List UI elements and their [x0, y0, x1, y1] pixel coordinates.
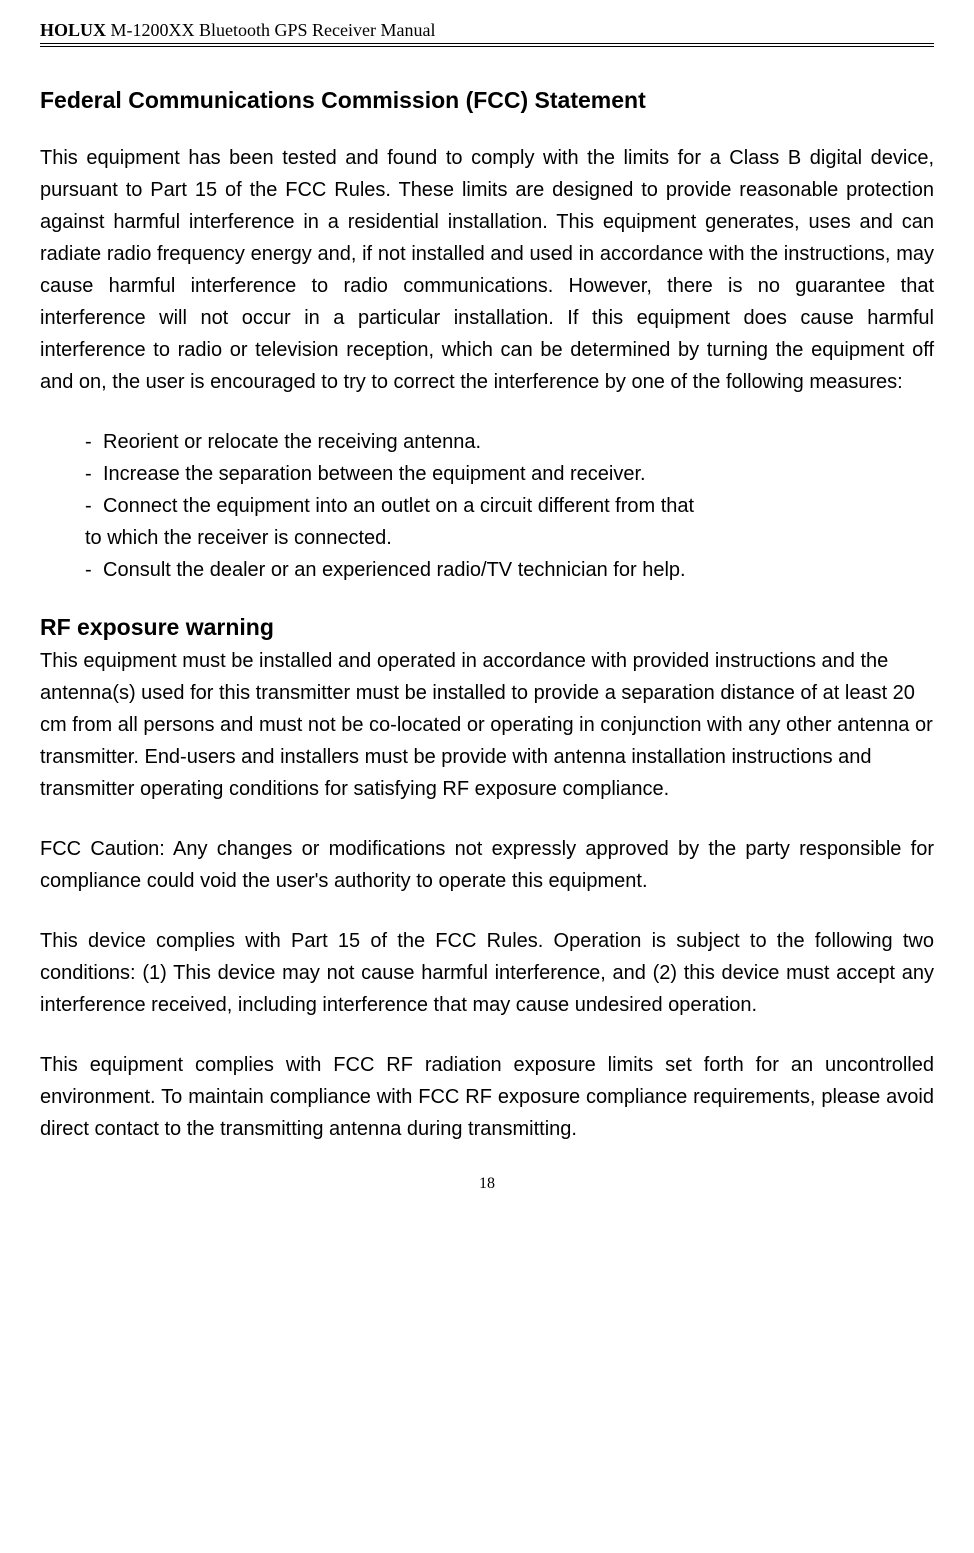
bullet-text: Consult the dealer or an experienced rad… [103, 554, 686, 586]
bullet-list: - Reorient or relocate the receiving ant… [40, 426, 934, 586]
paragraph-radiation: This equipment complies with FCC RF radi… [40, 1049, 934, 1145]
bullet-item: - Connect the equipment into an outlet o… [85, 490, 934, 522]
bullet-text: Increase the separation between the equi… [103, 458, 646, 490]
bullet-dash-icon: - [85, 458, 103, 490]
paragraph-rf: This equipment must be installed and ope… [40, 645, 934, 805]
bullet-text: Reorient or relocate the receiving anten… [103, 426, 481, 458]
bullet-continuation: to which the receiver is connected. [85, 522, 934, 554]
bullet-item: - Increase the separation between the eq… [85, 458, 934, 490]
paragraph-caution: FCC Caution: Any changes or modification… [40, 833, 934, 897]
paragraph-intro: This equipment has been tested and found… [40, 142, 934, 398]
document-page: HOLUX M-1200XX Bluetooth GPS Receiver Ma… [0, 0, 974, 1223]
bullet-item: - Reorient or relocate the receiving ant… [85, 426, 934, 458]
document-header: HOLUX M-1200XX Bluetooth GPS Receiver Ma… [40, 20, 934, 47]
bullet-dash-icon: - [85, 490, 103, 522]
paragraph-comply: This device complies with Part 15 of the… [40, 925, 934, 1021]
section-title-rf: RF exposure warning [40, 614, 934, 641]
header-product: M-1200XX Bluetooth GPS Receiver Manual [106, 20, 435, 40]
bullet-text: Connect the equipment into an outlet on … [103, 490, 694, 522]
page-number: 18 [40, 1175, 934, 1193]
bullet-dash-icon: - [85, 426, 103, 458]
header-brand: HOLUX [40, 20, 106, 40]
bullet-item: - Consult the dealer or an experienced r… [85, 554, 934, 586]
bullet-dash-icon: - [85, 554, 103, 586]
section-title-fcc: Federal Communications Commission (FCC) … [40, 87, 934, 114]
